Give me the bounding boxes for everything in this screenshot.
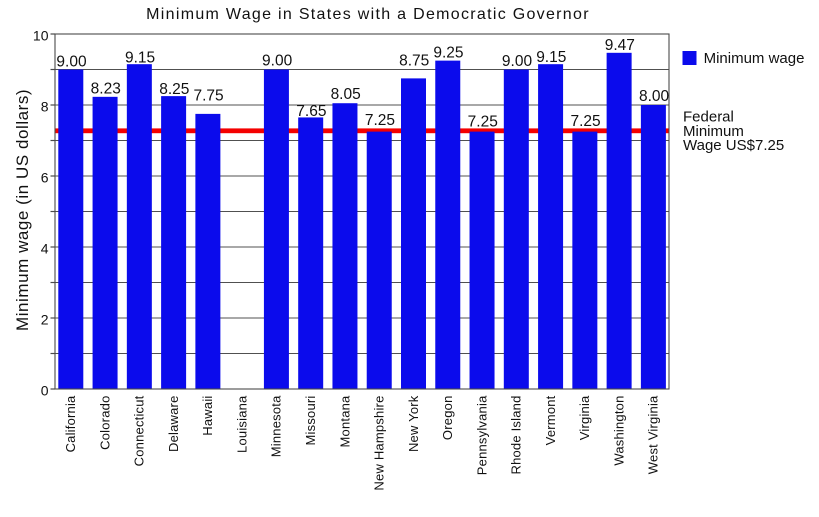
- svg-text:Wage US$7.25: Wage US$7.25: [683, 137, 784, 154]
- svg-text:7.65: 7.65: [296, 103, 326, 120]
- svg-text:Rhode Island: Rhode Island: [509, 396, 524, 475]
- svg-text:8.75: 8.75: [399, 52, 429, 69]
- svg-text:9.15: 9.15: [536, 49, 566, 66]
- svg-text:Virginia: Virginia: [577, 395, 592, 440]
- svg-text:West Virginia: West Virginia: [646, 395, 661, 474]
- svg-text:Minimum wage (in US dollars): Minimum wage (in US dollars): [13, 89, 32, 331]
- svg-text:8.23: 8.23: [91, 81, 121, 98]
- svg-text:Colorado: Colorado: [97, 396, 112, 450]
- svg-text:Minimum wage: Minimum wage: [704, 50, 805, 67]
- svg-text:Hawaii: Hawaii: [200, 396, 215, 436]
- svg-text:9.00: 9.00: [262, 53, 293, 70]
- svg-text:9.25: 9.25: [433, 44, 463, 61]
- svg-text:8.05: 8.05: [331, 86, 361, 103]
- svg-text:8.00: 8.00: [639, 88, 670, 105]
- svg-text:Vermont: Vermont: [543, 395, 558, 445]
- svg-text:4: 4: [41, 241, 49, 257]
- svg-text:New York: New York: [406, 395, 421, 452]
- svg-text:Minnesota: Minnesota: [269, 395, 284, 457]
- svg-text:Connecticut: Connecticut: [132, 395, 147, 466]
- svg-text:6: 6: [41, 170, 49, 186]
- svg-text:8: 8: [41, 99, 49, 115]
- svg-text:2: 2: [41, 312, 49, 328]
- svg-text:New Hampshire: New Hampshire: [372, 396, 387, 491]
- svg-text:7.75: 7.75: [193, 88, 223, 105]
- svg-text:7.25: 7.25: [365, 112, 395, 129]
- svg-text:Montana: Montana: [337, 395, 352, 448]
- svg-text:Delaware: Delaware: [166, 396, 181, 453]
- svg-text:Federal: Federal: [683, 109, 734, 126]
- svg-text:9.47: 9.47: [605, 37, 635, 54]
- svg-text:Pennsylvania: Pennsylvania: [474, 395, 489, 475]
- svg-text:8.25: 8.25: [159, 81, 189, 98]
- svg-text:Minimum: Minimum: [683, 123, 744, 140]
- svg-text:Missouri: Missouri: [303, 396, 318, 446]
- svg-text:Washington: Washington: [611, 396, 626, 466]
- svg-text:California: California: [63, 395, 78, 452]
- svg-text:9.15: 9.15: [125, 50, 155, 67]
- svg-text:7.25: 7.25: [468, 113, 498, 130]
- svg-text:9.00: 9.00: [56, 53, 87, 70]
- svg-text:10: 10: [33, 28, 49, 44]
- svg-text:Oregon: Oregon: [440, 396, 455, 441]
- svg-text:Louisiana: Louisiana: [234, 395, 249, 453]
- svg-text:9.00: 9.00: [502, 53, 533, 70]
- svg-text:Minimum Wage in States with a: Minimum Wage in States with a Democratic…: [146, 6, 590, 23]
- svg-text:0: 0: [41, 383, 49, 399]
- svg-text:7.25: 7.25: [570, 113, 600, 130]
